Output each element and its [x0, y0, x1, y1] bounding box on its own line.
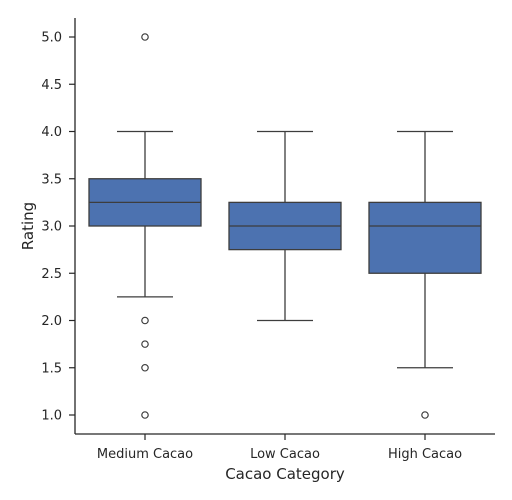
- x-tick-label: High Cacao: [388, 447, 462, 462]
- y-tick-label: 2.0: [41, 314, 62, 329]
- y-axis-title: Rating: [19, 202, 37, 250]
- axes: 1.0 1.5 2.0 2.5 3.0 3.5 4.0 4.5 5.0 Medium Cacao…: [41, 18, 495, 462]
- y-tick-label: 4.0: [41, 125, 62, 140]
- outlier-point: [141, 316, 149, 325]
- outlier-point: [141, 363, 149, 372]
- y-tick-label: 2.5: [41, 267, 62, 282]
- y-tick-label: 3.0: [41, 220, 62, 235]
- y-tick-label: 3.5: [41, 172, 62, 187]
- box-group: [228, 130, 342, 322]
- x-axis-title: Cacao Category: [225, 465, 345, 483]
- box-iqr: [368, 201, 482, 274]
- outlier-point: [141, 33, 149, 41]
- x-ticks: Medium Cacao Low Cacao High Cacao: [97, 434, 462, 462]
- y-tick-label: 1.0: [41, 409, 62, 424]
- y-tick-label: 5.0: [41, 31, 62, 46]
- outlier-point: [141, 411, 149, 419]
- box-group: [88, 33, 202, 419]
- outlier-point: [141, 340, 149, 348]
- x-tick-label: Medium Cacao: [97, 447, 193, 462]
- outlier-point: [421, 411, 429, 419]
- x-tick-label: Low Cacao: [250, 447, 320, 462]
- y-tick-label: 4.5: [41, 78, 62, 93]
- plot-marks: [88, 33, 482, 419]
- y-tick-label: 1.5: [41, 361, 62, 376]
- box-group: [368, 130, 482, 419]
- y-ticks: 1.0 1.5 2.0 2.5 3.0 3.5 4.0 4.5 5.0: [41, 31, 75, 424]
